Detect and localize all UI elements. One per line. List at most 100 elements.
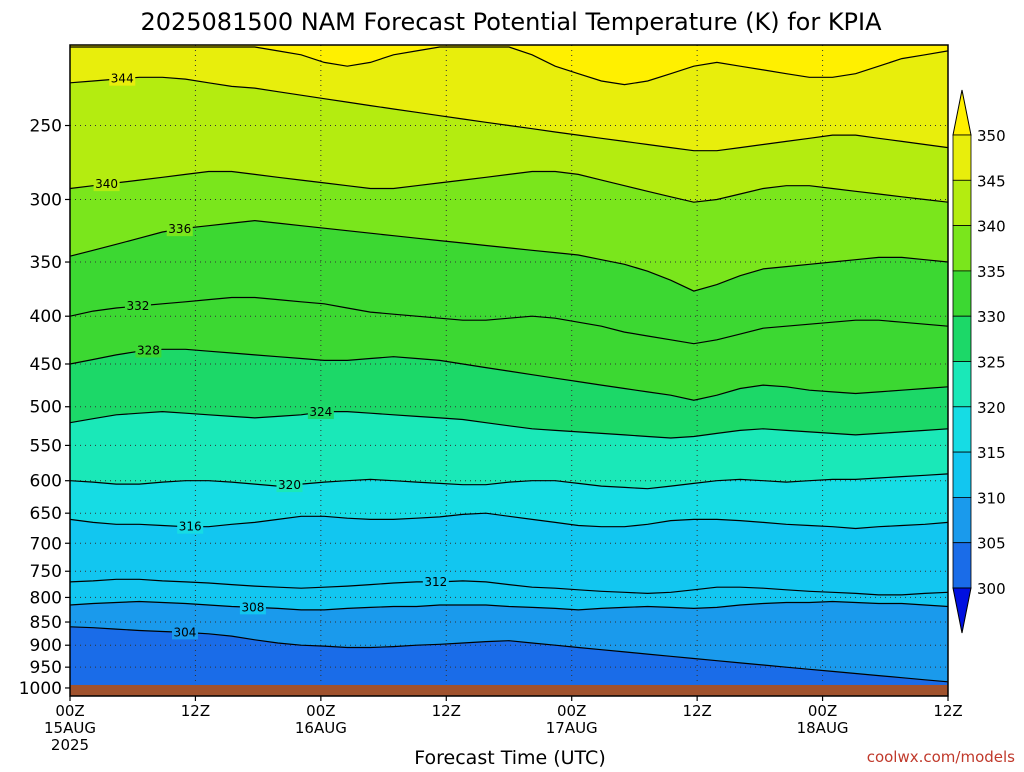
- colorbar-label: 345: [977, 172, 1006, 190]
- contour-line-324: [69, 410, 949, 439]
- x-tick-label-line: 00Z: [306, 702, 335, 720]
- chart-title: 2025081500 NAM Forecast Potential Temper…: [140, 8, 882, 36]
- contour-label-text: 340: [95, 177, 118, 191]
- x-tick-label-line: 12Z: [181, 702, 210, 720]
- contour-label-text: 308: [241, 600, 264, 614]
- x-tick-label: 00Z 15AUG 2025: [44, 702, 96, 754]
- colorbar: 300 305 310 315 320 325 330 335 340 345 350: [952, 89, 1006, 634]
- y-tick-label: 500: [30, 398, 62, 418]
- terrain-band: [70, 684, 948, 696]
- contour-label-bg: [93, 177, 120, 192]
- colorbar-segment: [952, 270, 972, 317]
- colorbar-segment: [952, 451, 972, 498]
- contour-line-304: [69, 626, 949, 683]
- contour-label-320: 320: [276, 478, 303, 493]
- theta-band-348: [70, 45, 948, 85]
- contour-label-324: 324: [307, 405, 334, 420]
- y-tick-label: 350: [30, 253, 62, 273]
- y-tick-label: 600: [30, 472, 62, 492]
- contour-label-text: 312: [424, 575, 447, 589]
- contour-line-320: [69, 473, 949, 490]
- contour-label-bg: [124, 299, 151, 314]
- x-tick-label: 12Z: [432, 702, 461, 720]
- colorbar-segment: [952, 361, 972, 408]
- contour-label-text: 320: [278, 478, 301, 492]
- contour-line-312: [69, 578, 949, 596]
- y-tick-label: 550: [30, 436, 62, 456]
- x-tick-label-line: 18AUG: [797, 719, 849, 737]
- theta-band-344: [70, 45, 948, 151]
- contour-label-304: 304: [171, 625, 198, 640]
- contour-label-bg: [177, 519, 204, 534]
- colorbar-label: 315: [977, 444, 1006, 462]
- contour-label-text: 324: [309, 405, 332, 419]
- colorbar-label: 310: [977, 489, 1006, 507]
- y-tick-label: 800: [30, 588, 62, 608]
- contour-label-332: 332: [124, 299, 151, 314]
- y-tick-label: 1000: [19, 679, 62, 699]
- x-tick-label: 12Z: [682, 702, 711, 720]
- contour-label-340: 340: [93, 177, 120, 192]
- y-tick-label: 450: [30, 355, 62, 375]
- contour-label-bg: [109, 71, 136, 86]
- contour-label-316: 316: [177, 519, 204, 534]
- axes: 250 300 350 400 450 500 550 600 650 700 750 800 850 9…: [19, 44, 963, 754]
- contour-label-text: 344: [111, 72, 134, 86]
- contour-line-336: [69, 219, 949, 292]
- colorbar-label: 300: [977, 580, 1006, 598]
- colorbar-label: 350: [977, 127, 1006, 145]
- colorbar-segment: [952, 542, 972, 589]
- x-tick-label-line: 15AUG: [44, 719, 96, 737]
- colorbar-segment: [952, 179, 972, 227]
- contour-label-text: 332: [126, 299, 149, 313]
- contour-label-bg: [171, 625, 198, 640]
- x-tick-label-line: 16AUG: [295, 719, 347, 737]
- colorbar-arrow-top: [952, 89, 972, 136]
- colorbar-label: 335: [977, 263, 1006, 281]
- y-tick-label: 950: [30, 658, 62, 678]
- y-tick-label: 700: [30, 534, 62, 554]
- contour-line-316: [69, 512, 949, 530]
- x-tick-label: 00Z 18AUG: [797, 702, 849, 737]
- contour-label-text: 316: [179, 520, 202, 534]
- colorbar-arrow-bottom: [952, 587, 972, 634]
- contour-line-308: [69, 600, 949, 611]
- contour-label-bg: [276, 478, 303, 493]
- colorbar-label: 320: [977, 399, 1006, 417]
- colorbar-segment: [952, 315, 972, 362]
- y-tick-label: 400: [30, 307, 62, 327]
- y-tick-label: 650: [30, 504, 62, 524]
- contour-label-bg: [422, 574, 449, 589]
- colorbar-segment: [952, 134, 972, 181]
- contour-label-328: 328: [135, 343, 162, 358]
- contour-label-text: 336: [168, 222, 191, 236]
- y-tick-label: 300: [30, 190, 62, 210]
- y-tick-label: 850: [30, 613, 62, 633]
- colorbar-label: 330: [977, 308, 1006, 326]
- colorbar-segment: [952, 225, 972, 272]
- x-tick-label-line: 12Z: [933, 702, 962, 720]
- x-tick-label-line: 12Z: [682, 702, 711, 720]
- colorbar-label: 305: [977, 535, 1006, 553]
- x-tick-label-line: 00Z: [557, 702, 586, 720]
- contour-label-bg: [135, 343, 162, 358]
- contour-label-bg: [307, 405, 334, 420]
- y-tick-label: 250: [30, 117, 62, 137]
- contour-line-328: [69, 348, 949, 401]
- colorbar-segment: [952, 496, 972, 544]
- colorbar-label: 340: [977, 218, 1006, 236]
- x-tick-label-line: 00Z: [808, 702, 837, 720]
- x-tick-label-line: 00Z: [55, 702, 84, 720]
- contour-label-text: 304: [174, 625, 197, 639]
- x-tick-label-line: 17AUG: [546, 719, 598, 737]
- y-tick-label: 900: [30, 636, 62, 656]
- contour-label-312: 312: [422, 574, 449, 589]
- contour-label-308: 308: [239, 600, 266, 615]
- contour-label-344: 344: [109, 71, 136, 86]
- x-tick-label-line: 12Z: [432, 702, 461, 720]
- x-tick-label-line: 2025: [51, 736, 89, 754]
- contour-line-344: [69, 76, 949, 152]
- plot-area: 304 308 312 316 320 324 328 332 336 340 344: [69, 45, 949, 696]
- y-tick-label: 750: [30, 562, 62, 582]
